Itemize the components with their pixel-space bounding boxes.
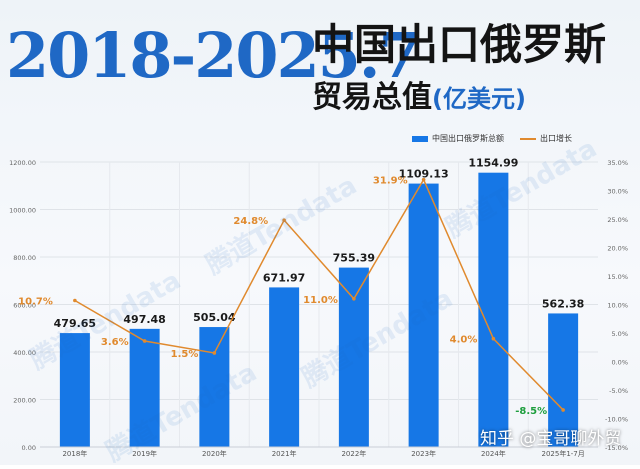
growth-value-label: 11.0% [303, 295, 338, 306]
y-left-tick-label: 800.00 [13, 254, 36, 262]
growth-value-label: 3.6% [101, 337, 129, 348]
bar [199, 327, 230, 447]
unit-label: (亿美元) [432, 85, 526, 113]
growth-value-label: 10.7% [18, 297, 53, 308]
bar-value-label: 1154.99 [468, 157, 518, 170]
bar [129, 328, 160, 447]
growth-point [282, 218, 286, 222]
bar [548, 313, 579, 447]
footer-brand: 知乎 @宝哥聊外贸 [480, 429, 622, 449]
growth-point [142, 339, 147, 343]
y-right-tick-label: 0.0% [611, 359, 628, 367]
bar-value-label: 562.38 [542, 297, 584, 310]
growth-value-label: 24.8% [233, 216, 268, 227]
growth-value-label: 1.5% [171, 349, 199, 360]
x-tick-label: 2022年 [341, 449, 366, 458]
y-right-tick-label: 30.0% [607, 188, 628, 196]
growth-value-label: -8.5% [515, 406, 547, 417]
x-tick-label: 2023年 [411, 449, 436, 458]
y-left-tick-label: 400.00 [13, 349, 36, 357]
x-tick-label: 2025年1-7月 [542, 449, 585, 458]
growth-line [74, 178, 564, 411]
x-tick-label: 2020年 [202, 449, 227, 458]
bar-value-label: 479.65 [54, 317, 96, 330]
bar [59, 333, 90, 447]
growth-point [491, 336, 496, 341]
bar-value-label: 755.39 [333, 252, 375, 265]
growth-value-label: 4.0% [450, 335, 478, 346]
legend-bar-label: 中国出口俄罗斯总额 [432, 134, 504, 143]
y-right-tick-label: -10.0% [605, 416, 628, 424]
y-left-tick-label: 0.00 [22, 444, 36, 452]
bar [408, 183, 439, 448]
page-subtitle: 贸易总值(亿美元) [312, 78, 526, 119]
x-tick-label: 2019年 [132, 449, 157, 458]
y-right-tick-label: 10.0% [607, 302, 628, 310]
legend-line-swatch [520, 137, 536, 140]
years-title: 2018-2025.7 [6, 19, 422, 92]
y-right-tick-label: -15.0% [605, 444, 628, 452]
bar [269, 287, 300, 447]
legend-line-label: 出口增长 [540, 134, 572, 143]
growth-point [421, 177, 426, 182]
page-title: 中国出口俄罗斯 [312, 20, 607, 69]
x-tick-label: 2021年 [272, 449, 297, 458]
y-left-tick-label: 1200.00 [9, 159, 36, 167]
bar-value-label: 497.48 [123, 313, 165, 326]
y-left-tick-label: 600.00 [13, 302, 36, 310]
x-tick-label: 2024年 [481, 449, 506, 458]
y-right-tick-label: 35.0% [607, 159, 628, 167]
y-right-tick-label: 20.0% [607, 245, 628, 253]
subtitle-text: 贸易总值 [312, 80, 432, 115]
y-left-tick-label: 200.00 [13, 397, 36, 405]
bar-value-label: 671.97 [263, 271, 305, 284]
chart-legend: 中国出口俄罗斯总额 出口增长 [412, 133, 572, 144]
y-right-tick-label: 15.0% [607, 273, 628, 281]
growth-value-label: 31.9% [373, 176, 408, 187]
growth-point [212, 351, 217, 355]
y-right-tick-label: -5.0% [609, 387, 628, 395]
x-tick-label: 2018年 [62, 449, 87, 458]
bar [478, 172, 509, 447]
bar-value-label: 505.04 [193, 311, 236, 324]
growth-point [73, 298, 77, 303]
growth-point [352, 297, 356, 301]
growth-point [561, 408, 565, 412]
bar-value-label: 1109.13 [399, 168, 449, 181]
legend-bar-swatch [412, 135, 428, 142]
y-right-tick-label: 5.0% [611, 330, 628, 338]
y-right-tick-label: 25.0% [607, 216, 628, 224]
y-left-tick-label: 1000.00 [9, 207, 36, 215]
